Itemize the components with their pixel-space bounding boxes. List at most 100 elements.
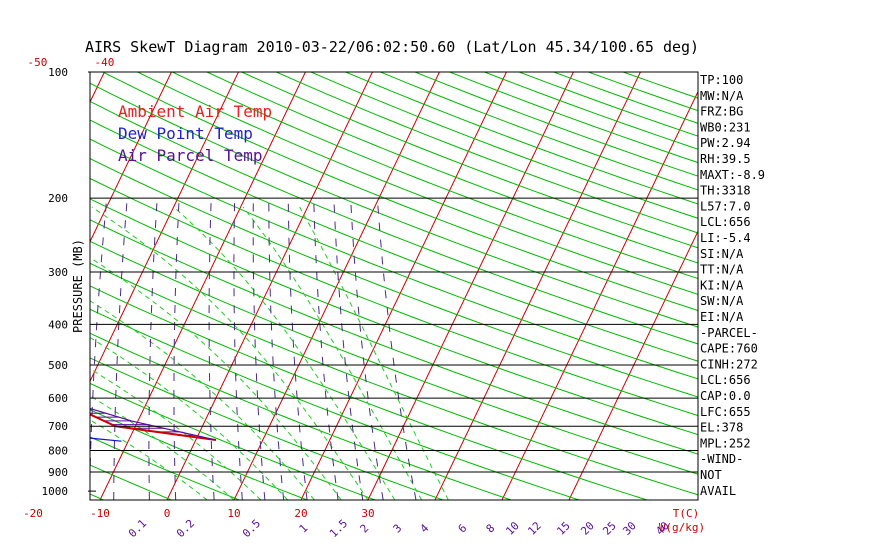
isotherm-line xyxy=(90,72,105,104)
stats-line: LCL:656 xyxy=(700,373,751,387)
mixing-ratio-label: 0.1 xyxy=(126,517,149,540)
stats-line: WB0:231 xyxy=(700,120,751,134)
stats-line: TT:N/A xyxy=(700,263,744,277)
dry-adiabat-line xyxy=(90,119,698,362)
stats-line: SI:N/A xyxy=(700,247,744,261)
top-temp-tick-label: -40 xyxy=(95,56,115,69)
mixing-ratio-line xyxy=(350,198,384,500)
mixing-ratio-line xyxy=(173,198,180,500)
pressure-tick-label: 800 xyxy=(48,445,68,458)
pressure-tick-label: 400 xyxy=(48,318,68,331)
dry-adiabat-line xyxy=(276,72,698,234)
mixing-ratio-label: 4 xyxy=(418,521,432,535)
dry-adiabat-line xyxy=(90,100,698,345)
pressure-tick-label: 700 xyxy=(48,420,68,433)
pressure-tick-label: 500 xyxy=(48,359,68,372)
isotherm-line xyxy=(0,72,37,500)
stats-line: TH:3318 xyxy=(700,184,751,198)
dry-adiabat-line xyxy=(90,157,698,398)
stats-line: FRZ:BG xyxy=(700,105,743,119)
dry-adiabat-line xyxy=(518,72,698,137)
dry-adiabat-line xyxy=(380,72,698,191)
bottom-temp-tick-label: -10 xyxy=(90,507,110,520)
dry-adiabat-line xyxy=(241,72,698,249)
x-axis-temp-label: T(C) xyxy=(673,507,700,520)
stats-line: L57:7.0 xyxy=(700,199,751,213)
mixing-ratio-label: 1 xyxy=(297,522,311,536)
stats-line: SW:N/A xyxy=(700,294,744,308)
top-temp-tick-label: -50 xyxy=(28,56,48,69)
pressure-tick-label: 300 xyxy=(48,266,68,279)
dry-adiabat-line xyxy=(345,72,698,205)
ambient-temp-line xyxy=(90,413,217,441)
plot-border xyxy=(89,71,699,501)
isotherm-line xyxy=(90,72,239,383)
mixing-ratio-line xyxy=(90,198,108,493)
moist-adiabat-line xyxy=(173,206,396,500)
dry-adiabat-line xyxy=(137,72,698,295)
pressure-tick-label: 600 xyxy=(48,392,68,405)
dew-point-line xyxy=(90,437,122,442)
stats-line: CINH:272 xyxy=(700,357,758,371)
moist-adiabat-line xyxy=(90,257,342,500)
mixing-ratio-line xyxy=(113,198,128,500)
stats-line: KI:N/A xyxy=(700,278,744,292)
dry-adiabat-line xyxy=(310,72,698,219)
mixing-ratio-line xyxy=(376,198,417,500)
dry-adiabat-line xyxy=(484,72,698,150)
stats-line: PW:2.94 xyxy=(700,136,751,150)
mixing-ratio-line xyxy=(252,198,266,500)
pressure-tick-label: 1000 xyxy=(42,485,69,498)
stats-line: AVAIL xyxy=(700,484,736,498)
x-axis-mix-label: W(g/kg) xyxy=(659,521,705,534)
stats-line: EI:N/A xyxy=(700,310,744,324)
isotherm-line xyxy=(166,72,373,500)
moist-adiabat-line xyxy=(91,206,369,500)
dry-adiabat-line xyxy=(90,308,580,500)
moist-adiabat-line xyxy=(90,395,235,500)
legend-entry: Dew Point Temp xyxy=(118,124,253,143)
bottom-temp-tick-label: 20 xyxy=(294,507,307,520)
moist-adiabat-line xyxy=(90,300,315,500)
mixing-ratio-line xyxy=(313,198,339,500)
stats-line: NOT xyxy=(700,468,722,482)
isotherm-line xyxy=(367,72,574,500)
isotherm-line xyxy=(434,72,641,500)
legend-entry: Air Parcel Temp xyxy=(118,146,263,165)
stats-line: MAXT:-8.9 xyxy=(700,168,765,182)
dry-adiabat-line xyxy=(90,285,648,500)
moist-adiabat-line xyxy=(90,336,288,500)
dry-adiabat-line xyxy=(206,72,698,264)
dry-adiabat-line xyxy=(90,357,444,500)
cape-hatch-area xyxy=(90,408,196,436)
dry-adiabat-line xyxy=(90,493,104,500)
pressure-tick-label: 900 xyxy=(48,466,68,479)
mixing-ratio-label: 10 xyxy=(503,519,522,538)
dry-adiabat-line xyxy=(0,72,35,500)
isotherm-line xyxy=(501,90,698,500)
sounding-profiles xyxy=(90,407,217,442)
mixing-ratio-line xyxy=(148,198,158,500)
dry-adiabat-line xyxy=(90,198,698,436)
stats-line: MPL:252 xyxy=(700,436,751,450)
bottom-temp-tick-label: 0 xyxy=(164,507,171,520)
dry-adiabat-line xyxy=(449,72,698,164)
stats-line: -WIND- xyxy=(700,452,743,466)
bottom-temp-tick-label: -20 xyxy=(23,507,43,520)
isotherm-line xyxy=(300,72,507,500)
pressure-tick-label: 200 xyxy=(48,192,68,205)
mixing-ratio-label: 1.5 xyxy=(327,517,350,540)
mixing-ratio-label: 0.5 xyxy=(240,517,263,540)
mixing-ratio-line xyxy=(287,198,308,500)
dry-adiabat-line xyxy=(90,82,698,328)
mixing-ratio-line xyxy=(333,198,364,500)
stats-line: EL:378 xyxy=(700,421,743,435)
dry-adiabat-line xyxy=(90,177,698,417)
stats-line: -PARCEL- xyxy=(700,326,758,340)
parcel-temp-line xyxy=(90,407,217,441)
dry-adiabat-line xyxy=(90,240,698,475)
bottom-temp-tick-label: 10 xyxy=(227,507,240,520)
mixing-ratio-line xyxy=(208,198,215,500)
